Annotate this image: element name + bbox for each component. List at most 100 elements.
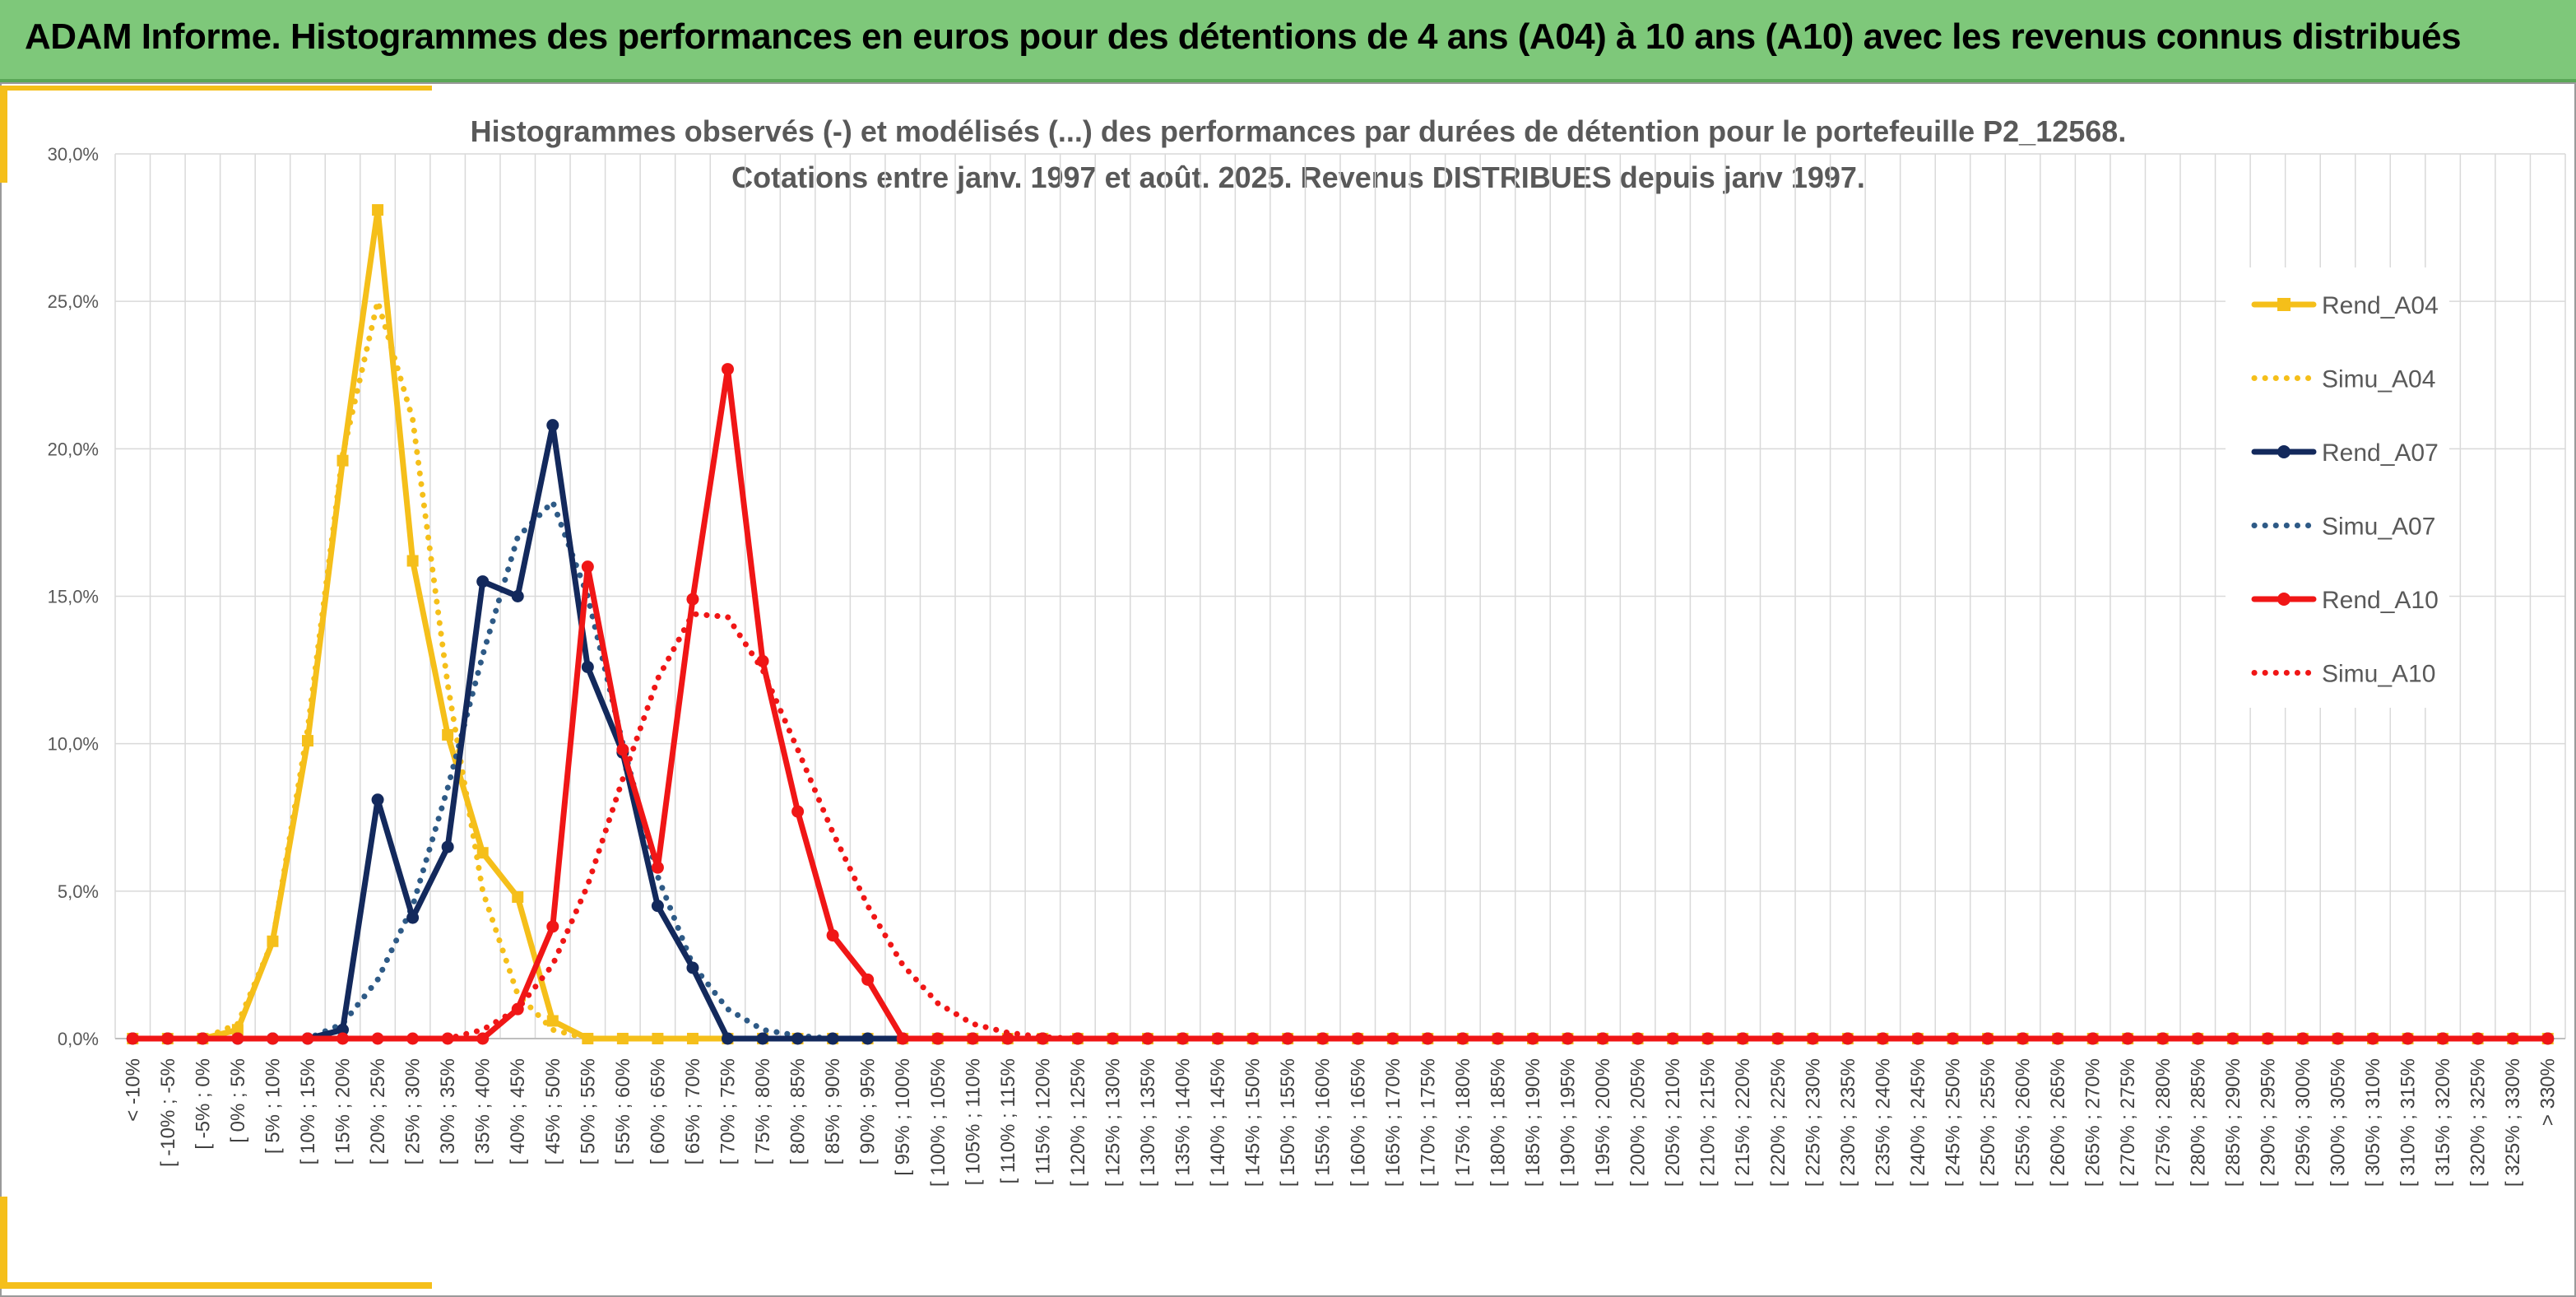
x-tick-label: [ 60% ; 65%: [647, 1058, 669, 1165]
data-point-rend-a10: [2402, 1032, 2415, 1045]
legend-label: Rend_A04: [2322, 292, 2439, 319]
y-tick-label: 30,0%: [48, 144, 99, 165]
data-point-rend-a10: [722, 363, 734, 376]
legend-marker: [2277, 593, 2291, 606]
x-tick-label: [ 50% ; 55%: [577, 1058, 599, 1165]
data-point-rend-a04: [406, 555, 419, 567]
x-tick-label: [ 70% ; 75%: [717, 1058, 740, 1165]
x-tick-label: [ 30% ; 35%: [437, 1058, 459, 1165]
data-point-rend-a10: [1001, 1032, 1014, 1045]
x-tick-label: [ 230% ; 235%: [1837, 1058, 1859, 1187]
chart-subtitle: Cotations entre janv. 1997 et août. 2025…: [731, 160, 1865, 194]
data-point-rend-a10: [1981, 1032, 1994, 1045]
data-point-rend-a07: [476, 575, 490, 588]
y-tick-label: 0,0%: [58, 1029, 99, 1049]
data-point-rend-a07: [722, 1032, 734, 1045]
data-point-rend-a07: [651, 900, 664, 913]
data-point-rend-a10: [2121, 1032, 2134, 1045]
x-tick-label: [ 20% ; 25%: [367, 1058, 389, 1165]
data-point-rend-a10: [861, 973, 875, 986]
data-point-rend-a07: [581, 661, 594, 673]
data-point-rend-a10: [266, 1032, 279, 1045]
data-point-rend-a10: [161, 1032, 174, 1045]
data-point-rend-a10: [616, 743, 629, 756]
x-tick-label: [ 290% ; 295%: [2257, 1058, 2279, 1187]
data-point-rend-a04: [442, 728, 454, 741]
x-tick-label: [ 105% ; 110%: [962, 1058, 984, 1185]
x-tick-label: [ 185% ; 190%: [1522, 1058, 1544, 1187]
data-point-rend-a10: [1911, 1032, 1924, 1045]
data-point-rend-a10: [2472, 1032, 2485, 1045]
y-axis: 0,0% 5,0% 10,0% 15,0% 20,0% 25,0% 30,0%: [48, 144, 99, 1049]
data-point-rend-a10: [1701, 1032, 1715, 1045]
accent-bar-left-top: [0, 86, 7, 183]
banner: ADAM Informe. Histogrammes des performan…: [0, 0, 2576, 82]
x-tick-label: [ 80% ; 85%: [787, 1058, 810, 1165]
data-point-rend-a10: [546, 920, 559, 933]
x-tick-label: [ 205% ; 210%: [1662, 1058, 1684, 1187]
data-point-rend-a10: [231, 1032, 244, 1045]
x-tick-label: [ 150% ; 155%: [1277, 1058, 1299, 1187]
banner-title: ADAM Informe. Histogrammes des performan…: [25, 16, 2462, 57]
x-tick-label: > 330%: [2537, 1058, 2560, 1126]
x-tick-label: [ 210% ; 215%: [1697, 1058, 1720, 1187]
x-tick-label: [ 170% ; 175%: [1417, 1058, 1439, 1187]
x-tick-label: [ 275% ; 280%: [2152, 1058, 2175, 1187]
data-point-rend-a04: [476, 847, 489, 859]
data-point-rend-a10: [406, 1032, 420, 1045]
x-tick-label: [ 320% ; 325%: [2467, 1058, 2490, 1187]
data-point-rend-a10: [2261, 1032, 2274, 1045]
x-tick-label: [ 95% ; 100%: [892, 1058, 914, 1176]
legend-label: Simu_A04: [2322, 366, 2435, 393]
data-point-rend-a10: [1141, 1032, 1154, 1045]
x-tick-label: [ 285% ; 290%: [2222, 1058, 2244, 1187]
x-tick-label: [ 265% ; 270%: [2082, 1058, 2105, 1187]
data-point-rend-a10: [441, 1032, 454, 1045]
x-tick-label: [ 125% ; 130%: [1102, 1058, 1124, 1187]
data-point-rend-a10: [2051, 1032, 2064, 1045]
x-tick-label: [ 5% ; 10%: [262, 1058, 284, 1154]
x-tick-label: [ 110% ; 115%: [997, 1058, 1019, 1184]
data-point-rend-a04: [512, 891, 524, 903]
y-tick-label: 25,0%: [48, 291, 99, 312]
series-line-rend-a10: [129, 366, 2551, 1042]
x-tick-label: [ 175% ; 180%: [1452, 1058, 1474, 1187]
data-point-rend-a10: [1736, 1032, 1749, 1045]
data-point-rend-a10: [511, 1002, 524, 1016]
x-tick-label: [ 120% ; 125%: [1067, 1058, 1089, 1187]
data-point-rend-a10: [1281, 1032, 1294, 1045]
data-point-rend-a07: [861, 1032, 875, 1045]
y-tick-label: 20,0%: [48, 439, 99, 459]
data-point-rend-a10: [126, 1032, 139, 1045]
x-axis: < -10% [ -10% ; -5% [ -5% ; 0% [ 0% ; 5% [ 5…: [115, 1038, 2565, 1187]
x-tick-label: [ 235% ; 240%: [1872, 1058, 1894, 1187]
x-tick-label: [ 245% ; 250%: [1942, 1058, 1965, 1187]
data-point-rend-a10: [2296, 1032, 2309, 1045]
x-tick-label: [ 225% ; 230%: [1802, 1058, 1824, 1187]
x-tick-label: [ 295% ; 300%: [2292, 1058, 2314, 1187]
x-tick-label: < -10%: [122, 1058, 144, 1122]
data-point-rend-a07: [756, 1032, 769, 1045]
data-point-rend-a10: [896, 1032, 909, 1045]
accent-bar-bottom: [0, 1282, 432, 1289]
x-tick-label: [ -5% ; 0%: [192, 1058, 214, 1150]
data-point-rend-a10: [931, 1032, 945, 1045]
legend-label: Rend_A07: [2322, 439, 2439, 467]
x-tick-label: [ 55% ; 60%: [612, 1058, 634, 1165]
x-tick-label: [ 240% ; 245%: [1907, 1058, 1929, 1187]
legend-label: Simu_A10: [2322, 661, 2435, 688]
x-tick-label: [ 75% ; 80%: [752, 1058, 774, 1165]
x-tick-label: [ 145% ; 150%: [1242, 1058, 1265, 1187]
x-tick-label: [ 180% ; 185%: [1487, 1058, 1509, 1187]
data-point-rend-a07: [511, 590, 524, 602]
x-tick-label: [ 195% ; 200%: [1592, 1058, 1614, 1187]
data-point-rend-a10: [1841, 1032, 1854, 1045]
x-tick-label: [ 220% ; 225%: [1767, 1058, 1789, 1187]
data-point-rend-a10: [2436, 1032, 2449, 1045]
data-point-rend-a10: [1947, 1032, 1959, 1045]
x-tick-label: [ 270% ; 275%: [2117, 1058, 2139, 1187]
x-tick-label: [ 40% ; 45%: [507, 1058, 529, 1165]
data-point-rend-a07: [371, 793, 384, 807]
data-point-rend-a10: [1491, 1032, 1504, 1045]
x-tick-label: [ 135% ; 140%: [1172, 1058, 1195, 1187]
